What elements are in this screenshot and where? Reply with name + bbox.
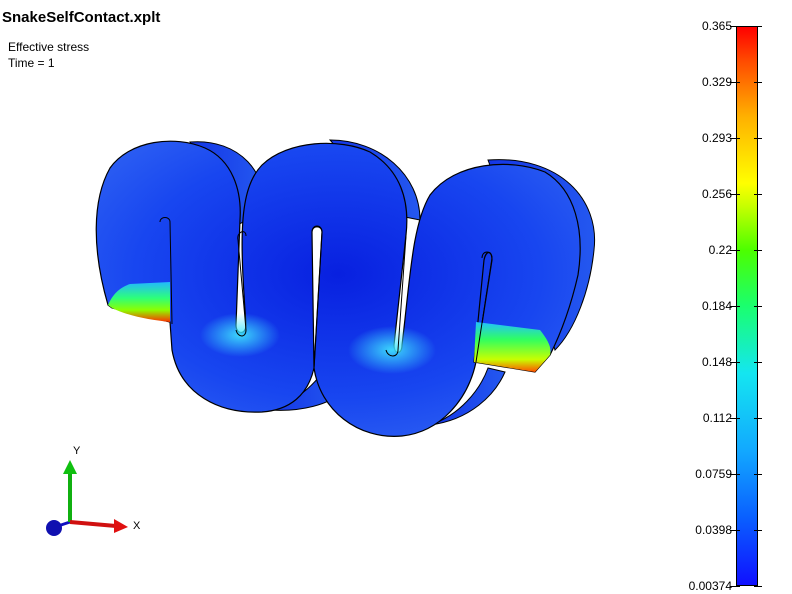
legend-tick-label: 0.365 (701, 19, 732, 33)
legend-tick-mark (730, 306, 740, 307)
legend-tick-label: 0.148 (701, 355, 732, 369)
legend-tick-label: 0.256 (701, 187, 732, 201)
x-axis-label: X (133, 520, 141, 532)
legend-tick-mark (730, 474, 740, 475)
legend-tick-mark (730, 194, 740, 195)
legend-tick-label: 0.329 (701, 75, 732, 89)
legend-tick-mark (730, 82, 740, 83)
legend-tick-mark (754, 194, 762, 195)
legend-tick-label: 0.0759 (695, 467, 732, 481)
y-axis-label: Y (73, 445, 81, 457)
legend-tick-mark (730, 26, 740, 27)
model-title: SnakeSelfContact.xplt (2, 9, 161, 26)
model-viewport[interactable] (0, 0, 660, 594)
legend-tick-mark (754, 362, 762, 363)
slit-right-center (385, 235, 407, 357)
variable-label: Effective stress (8, 40, 90, 54)
info-panel: Effective stress Time = 1 (8, 39, 89, 71)
stress-hotspot-left (108, 282, 170, 322)
legend-tick-label: 0.0398 (695, 523, 732, 537)
legend-tick-mark (754, 474, 762, 475)
slit-left (159, 217, 173, 325)
legend-tick-mark (754, 82, 762, 83)
legend-tick-mark (754, 138, 762, 139)
legend-tick-mark (754, 586, 762, 587)
legend-tick-mark (730, 138, 740, 139)
x-axis-arrow-icon (114, 519, 128, 533)
legend-tick-mark (754, 306, 762, 307)
legend-tick-mark (730, 418, 740, 419)
legend-tick-mark (730, 250, 740, 251)
legend-tick-label: 0.00374 (688, 579, 732, 593)
stress-glow-center-right (348, 326, 436, 374)
slit-center (235, 231, 247, 337)
stress-hotspot-right (474, 322, 551, 372)
slit-mid (311, 225, 323, 369)
stress-glow-center-left (200, 313, 280, 357)
legend-tick-mark (730, 362, 740, 363)
y-axis-arrow-icon (63, 460, 77, 474)
legend-tick-label: 0.293 (701, 131, 732, 145)
legend-tick-mark (754, 250, 762, 251)
color-legend: 0.365 0.329 0.293 0.256 0.22 0.184 0.148 0.112 0… (678, 18, 792, 594)
axis-triad: Y X (46, 445, 141, 536)
legend-tick-label: 0.22 (708, 243, 732, 257)
legend-tick-mark (754, 26, 762, 27)
legend-tick-label: 0.184 (701, 299, 732, 313)
legend-tick-mark (754, 418, 762, 419)
z-axis-sphere-icon (46, 520, 62, 536)
legend-tick-mark (754, 530, 762, 531)
legend-tick-mark (730, 530, 740, 531)
legend-tick-mark (730, 586, 740, 587)
legend-tick-label: 0.112 (702, 411, 732, 425)
slit-right (475, 251, 493, 363)
time-label: Time = 1 (8, 56, 55, 70)
